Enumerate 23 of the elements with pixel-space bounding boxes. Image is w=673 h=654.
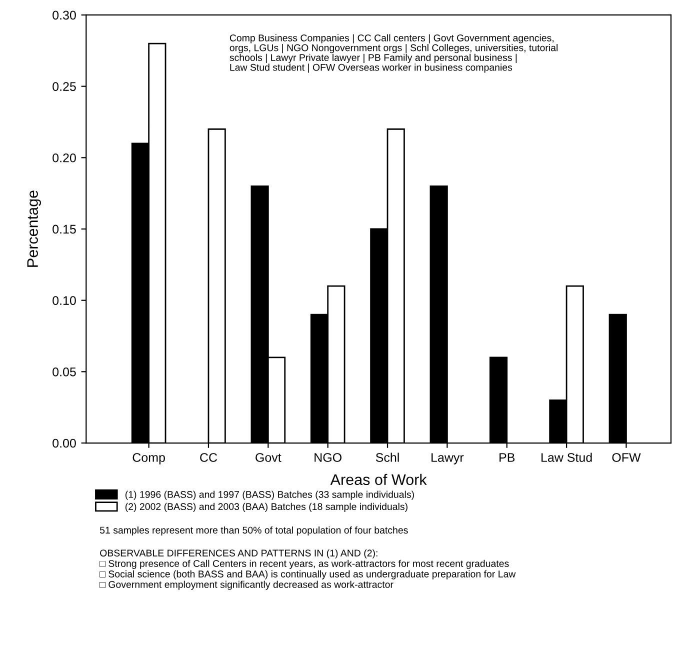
x-tick-label: Govt xyxy=(256,453,282,462)
y-tick-label: 0.15 xyxy=(52,224,76,234)
legend-label: (1) 1996 (BASS) and 1997 (BASS) Batches (33 sample individuals) xyxy=(125,490,414,500)
legend-label: (2) 2002 (BASS) and 2003 (BAA) Batches (18 sample individuals) xyxy=(125,502,408,512)
y-tick-label: 0.20 xyxy=(52,153,76,162)
text: 51 samples represent more than 50% of total population of four batches xyxy=(100,526,408,536)
x-tick-label: OFW xyxy=(612,453,641,462)
x-tick-label: PB xyxy=(500,453,515,462)
x-tick-label: CC xyxy=(200,453,218,462)
x-tick-label: Schl xyxy=(376,452,399,462)
text: OBSERVABLE DIFFERENCES AND PATTERNS IN (1) AND (2): □ Strong presence of Call Centers in recent years, as work-attractors for most recent graduates □ Social science (both BASS and BAA) is continually used as undergraduate preparation for Law □ Government employment significantly decreased as work-attractor xyxy=(100,549,516,590)
y-tick-label: 0.25 xyxy=(52,82,76,91)
y-tick-label: 0.00 xyxy=(52,438,76,448)
annotation: Comp Business Companies | CC Call centers | Govt Government agencies, orgs, LGUs | NGO Nongovernment orgs | Schl Colleges, universities, tutorial schools | Lawyr Private lawyer | PB Family and personal business | Law Stud student | OFW Overseas worker in business companies xyxy=(230,34,558,73)
x-tick-label: Lawyr xyxy=(432,453,464,464)
y-tick-label: 0.10 xyxy=(52,296,76,305)
x-tick-label: Law Stud xyxy=(542,452,592,462)
x-tick-label: NGO xyxy=(314,453,342,462)
y-tick-label: 0.30 xyxy=(52,10,76,20)
x-axis-title: Areas of Work xyxy=(330,474,427,486)
y-tick-label: 0.05 xyxy=(52,367,76,376)
x-tick-label: Comp xyxy=(132,453,165,464)
y-axis-title: Percentage xyxy=(27,190,41,267)
